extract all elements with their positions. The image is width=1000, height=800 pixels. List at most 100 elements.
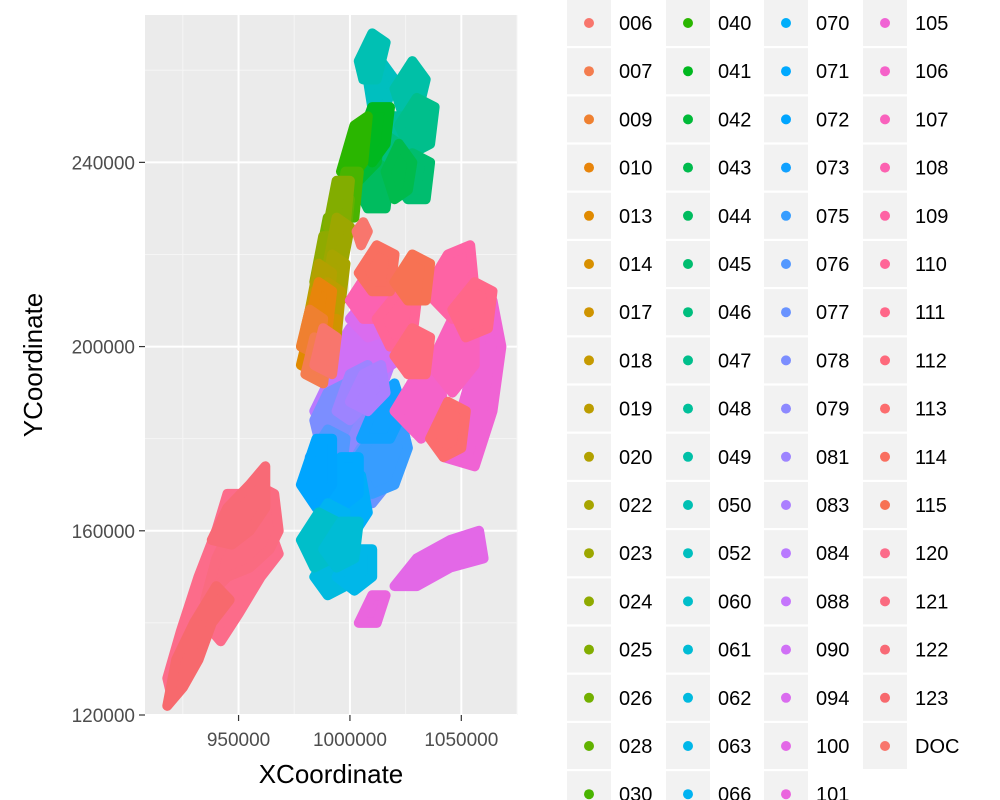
y-axis-ticks: 120000 160000 200000 240000 [72,153,145,727]
legend-label: 017 [619,302,652,324]
legend-item: 072 [764,96,849,143]
legend-key-dot [880,355,890,366]
x-axis-title: XCoordinate [259,759,404,789]
legend-item: 006 [567,0,652,46]
legend-item: 030 [567,771,652,800]
legend-label: 071 [816,61,849,83]
legend-key-dot [584,307,594,318]
legend-label: 062 [718,688,751,710]
legend: 006 007 009 010 013 014 017 018 019 020 022 023 024 0… [567,0,959,800]
legend-key-dot [584,18,594,28]
legend-key-dot [880,692,890,703]
legend-label: 042 [718,109,751,131]
legend-key-dot [683,500,693,510]
legend-item: 108 [863,144,948,191]
legend-label: 121 [915,591,948,613]
precinct-050-points [353,28,391,85]
legend-item: 111 [863,289,945,336]
legend-key-dot [584,259,594,269]
legend-key-dot [781,451,791,462]
legend-item: 113 [863,385,947,432]
legend-item: 009 [567,96,652,143]
legend-item: 061 [666,626,751,673]
legend-label: 076 [816,254,849,276]
precinct-072-points [295,433,338,513]
legend-label: 061 [718,640,751,662]
legend-item: 014 [567,241,652,287]
legend-key-dot [880,66,890,77]
legend-key-dot [683,162,693,173]
legend-label: 024 [619,591,652,613]
legend-label: 123 [915,688,948,710]
legend-item: 075 [764,192,849,239]
legend-label: 077 [816,302,849,324]
legend-key-dot [781,692,791,703]
legend-item: 026 [567,674,652,721]
legend-label: 114 [915,447,947,469]
legend-label: 115 [915,495,947,517]
legend-key-dot [781,644,791,655]
legend-item: 123 [863,674,948,721]
precinct-112-points [389,323,436,380]
legend-label: 090 [816,640,849,662]
legend-item: 022 [567,482,652,528]
precinct-083-points [344,360,391,417]
legend-item: 041 [666,48,751,95]
legend-item: 094 [764,674,849,721]
legend-key-dot [781,307,791,318]
legend-item: 107 [863,96,948,143]
legend-label: 079 [816,399,849,421]
legend-item: 114 [863,433,947,480]
legend-key-dot [880,162,890,173]
precinct-061-points [318,516,364,573]
legend-key-dot [880,596,890,607]
precinct-113-points [425,396,471,463]
legend-item: 028 [567,723,652,769]
legend-key-dot [683,789,693,800]
legend-label: 052 [718,543,751,565]
legend-item: 100 [764,723,849,769]
legend-key-dot [584,789,594,800]
legend-key-dot [683,692,693,703]
legend-label: 018 [619,350,652,372]
legend-label: 122 [915,640,948,662]
y-axis-title: YCoordinate [18,293,48,438]
legend-key-dot [781,162,791,173]
legend-key-dot [781,18,791,28]
legend-item: 017 [567,289,652,336]
legend-label: 113 [915,399,947,421]
legend-item: 023 [567,530,652,577]
legend-key-dot [584,644,594,655]
legend-label: DOC [915,736,959,758]
legend-label: 101 [816,784,849,800]
legend-label: 110 [915,254,947,276]
legend-label: 014 [619,254,652,276]
legend-label: 088 [816,591,849,613]
legend-label: 047 [718,350,751,372]
legend-item: 115 [863,482,947,528]
legend-item: 078 [764,337,849,384]
legend-key-dot [880,259,890,269]
legend-key-dot [683,355,693,366]
legend-item: 073 [764,144,849,191]
legend-label: 081 [816,447,849,469]
legend-key-dot [683,403,693,414]
legend-key-dot [683,644,693,655]
legend-label: 019 [619,399,652,421]
legend-key-dot [880,548,890,559]
legend-key-dot [781,259,791,269]
legend-item: 077 [764,289,849,336]
y-tick-label: 200000 [72,338,135,359]
legend-key-dot [880,403,890,414]
legend-item: 083 [764,482,849,528]
legend-label: 070 [816,13,849,35]
data-points [162,28,507,711]
legend-key-dot [781,403,791,414]
legend-label: 050 [718,495,751,517]
legend-key-dot [880,500,890,510]
legend-key-dot [880,644,890,655]
precinct-047-points [393,92,440,159]
legend-item: 122 [863,626,948,673]
legend-key-dot [880,210,890,221]
precinct-111-points [447,277,498,343]
